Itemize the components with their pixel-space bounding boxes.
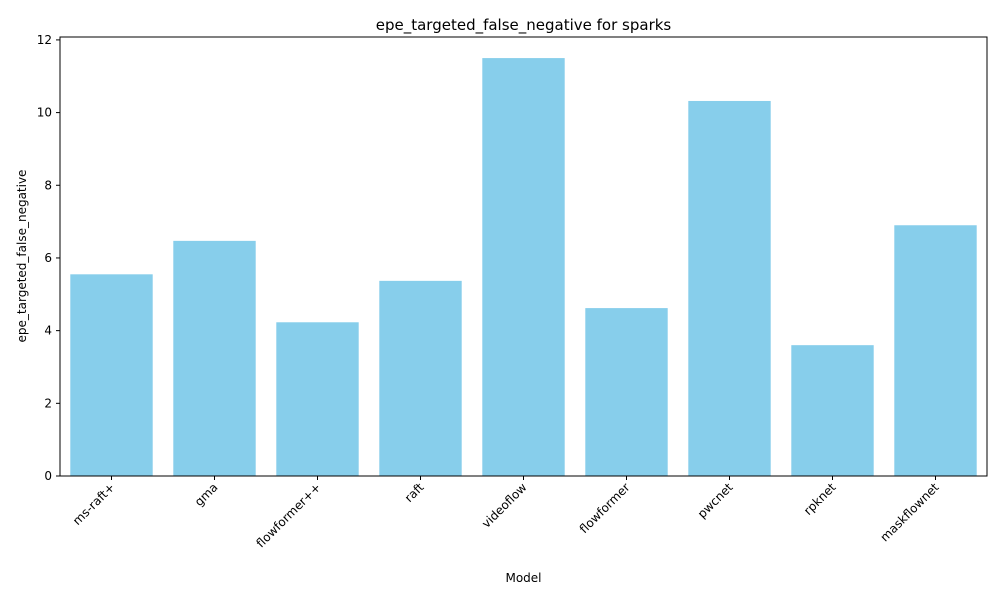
bar-gma bbox=[173, 240, 256, 476]
y-tick-label: 0 bbox=[44, 469, 52, 483]
y-tick-label: 8 bbox=[44, 178, 52, 192]
y-tick-label: 2 bbox=[44, 396, 52, 410]
plot-area: 0 2 4 6 8 10 12 ms-raft+ gma flowformer++ raft vide… bbox=[37, 33, 988, 550]
bar-ms-raft bbox=[70, 274, 153, 476]
x-tick-label: pwcnet bbox=[695, 480, 736, 521]
x-tick-label: videoflow bbox=[479, 480, 530, 531]
y-tick-label: 4 bbox=[44, 324, 52, 338]
bar-rpknet bbox=[791, 345, 874, 476]
bar-maskflownet bbox=[894, 225, 977, 476]
x-tick-label: flowformer++ bbox=[254, 480, 324, 550]
bar-flowformer bbox=[585, 308, 668, 476]
y-tick-label: 12 bbox=[37, 33, 52, 47]
x-tick-label: maskflownet bbox=[878, 480, 942, 544]
bar-videoflow bbox=[482, 58, 565, 476]
x-tick-label: raft bbox=[402, 480, 427, 505]
x-tick-label: gma bbox=[192, 480, 221, 509]
bar-raft bbox=[379, 280, 462, 476]
bar-flowformer bbox=[276, 322, 359, 476]
y-tick-label: 6 bbox=[44, 251, 52, 265]
x-tick-label: flowformer bbox=[577, 480, 633, 536]
x-axis-label: Model bbox=[505, 571, 541, 585]
bar-pwcnet bbox=[688, 100, 771, 477]
chart-title: epe_targeted_false_negative for sparks bbox=[376, 16, 672, 35]
x-tick-label: ms-raft+ bbox=[70, 480, 118, 528]
y-tick-label: 10 bbox=[37, 106, 52, 120]
y-axis-label: epe_targeted_false_negative bbox=[15, 170, 29, 343]
x-tick-label: rpknet bbox=[801, 480, 839, 518]
